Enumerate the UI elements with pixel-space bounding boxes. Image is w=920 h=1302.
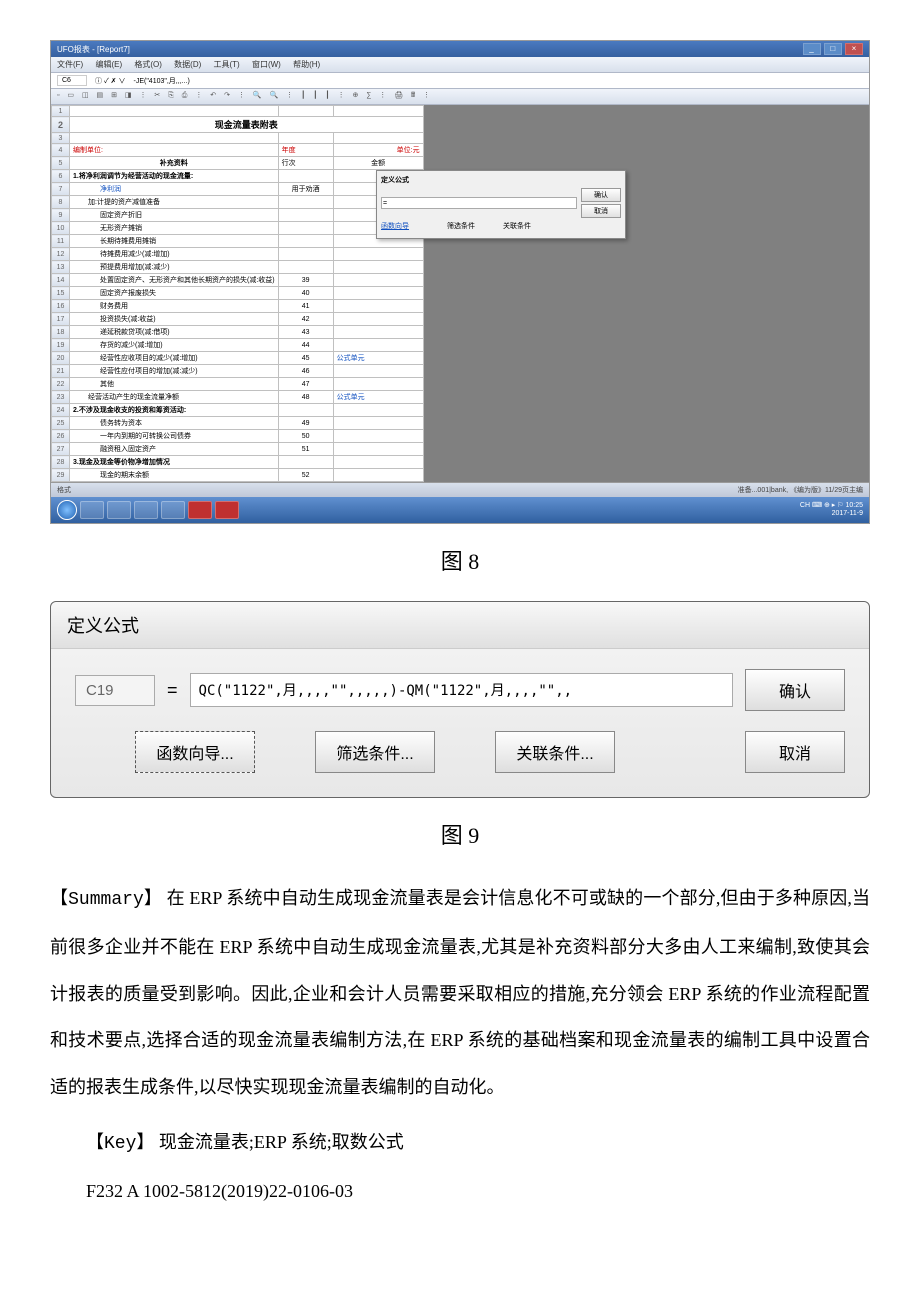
table-row[interactable]: 242.不涉及现金收支的投资和筹资活动: [52,404,424,417]
toolbar[interactable]: ▫ ▭ ◫ ▤ ⊞ ◨ ⋮ ✂ ⎘ ⎙ ⋮ ↶ ↷ ⋮ 🔍 🔍 ⋮ ┃ ┃ ┃ … [51,89,869,105]
table-row[interactable]: 18递延税款贷项(减:借项)43 [52,326,424,339]
summary-paragraph: 【Summary】 在 ERP 系统中自动生成现金流量表是会计信息化不可或缺的一… [50,875,870,1111]
window-controls: _ □ × [802,43,863,55]
table-row[interactable]: 14处置固定资产、无形资产和其他长期资产的损失(减:收益)39 [52,274,424,287]
table-row[interactable]: 7净利润用于劝酒 [52,183,424,196]
task-button[interactable] [188,501,212,519]
menu-window[interactable]: 窗口(W) [252,60,281,69]
formula-dialog-large: 定义公式 C19 = QC("1122",月,,,,"",,,,,)-QM("1… [50,601,870,798]
filter-button[interactable]: 筛选条件... [315,731,435,773]
figure-9-label: 图 9 [50,818,870,850]
formula-dialog: 定义公式 确认 取消 函数向导 筛选条件 关联条件 [376,170,626,239]
cell-ref-field[interactable]: C19 [75,675,155,706]
table-row[interactable]: 9固定资产折旧 [52,209,424,222]
wizard-button[interactable]: 函数向导... [135,731,255,773]
statusbar: 格式 准备...001|bank, 《编为版》11/29页主编 [51,482,869,497]
mini-assoc-link[interactable]: 关联条件 [503,221,531,231]
menu-file[interactable]: 文件(F) [57,60,83,69]
task-button[interactable] [107,501,131,519]
maximize-icon[interactable]: □ [824,43,842,55]
sheet-area: 1 2现金流量表附表 3 4 编制单位: 年度 单位:元 5 补充资料 行次 金… [51,105,869,482]
table-row[interactable]: 11长期待摊费用摊销 [52,235,424,248]
table-row[interactable]: 19存货的减少(减:增加)44 [52,339,424,352]
key-text: 现金流量表;ERP 系统;取数公式 [154,1132,403,1152]
table-row[interactable]: 26一年内到期的可转换公司债券50 [52,430,424,443]
table-row[interactable]: 10无形资产摊销 [52,222,424,235]
menu-help[interactable]: 帮助(H) [293,60,320,69]
status-left: 格式 [57,485,71,495]
header-left: 编制单位: [70,144,279,157]
table-row[interactable]: 22其他47 [52,378,424,391]
menu-format[interactable]: 格式(O) [134,60,162,69]
cell-reference[interactable]: C6 [57,75,87,86]
system-tray: CH ⌨ ⊕ ▸ ⚐ 10:25 2017-11-9 [800,502,863,519]
assoc-button[interactable]: 关联条件... [495,731,615,773]
mini-cancel-button[interactable]: 取消 [581,204,621,218]
mini-filter-link[interactable]: 筛选条件 [447,221,475,231]
taskbar: CH ⌨ ⊕ ▸ ⚐ 10:25 2017-11-9 [51,497,869,523]
mini-dialog-title: 定义公式 [381,175,621,185]
menubar: 文件(F) 编辑(E) 格式(O) 数据(D) 工具(T) 窗口(W) 帮助(H… [51,57,869,73]
close-icon[interactable]: × [845,43,863,55]
menu-tools[interactable]: 工具(T) [214,60,240,69]
table-row[interactable]: 27融资租入固定资产51 [52,443,424,456]
minimize-icon[interactable]: _ [803,43,821,55]
cancel-button[interactable]: 取消 [745,731,845,773]
summary-text: 在 ERP 系统中自动生成现金流量表是会计信息化不可或缺的一个部分,但由于多种原… [50,888,870,1097]
table-row[interactable]: 283.现金及现金等价物净增加情况 [52,456,424,469]
mini-formula-input[interactable] [381,197,577,209]
table-row[interactable]: 8加:计提的资产减值准备 [52,196,424,209]
header-right: 单位:元 [333,144,423,157]
header-mid: 年度 [278,144,333,157]
task-button[interactable] [161,501,185,519]
menu-data[interactable]: 数据(D) [174,60,201,69]
table-row[interactable]: 16财务费用41 [52,300,424,313]
table-row[interactable]: 61.将净利润调节为经营活动的现金流量: [52,170,424,183]
spreadsheet[interactable]: 1 2现金流量表附表 3 4 编制单位: 年度 单位:元 5 补充资料 行次 金… [51,105,424,482]
erp-screenshot: UFO报表 - [Report7] _ □ × 文件(F) 编辑(E) 格式(O… [50,40,870,524]
figure-8-label: 图 8 [50,544,870,576]
table-row[interactable]: 23经营活动产生的现金流量净额48公式单元 [52,391,424,404]
formula-bar: C6 ⓘ ✓ ✗ ∨ -JE("4103",月,,,...) [51,73,869,89]
summary-label: 【Summary】 [50,890,162,910]
start-button[interactable] [57,500,77,520]
table-row[interactable]: 17投资损失(减:收益)42 [52,313,424,326]
table-row[interactable]: 21经营性应付项目的增加(减:减少)46 [52,365,424,378]
table-row[interactable]: 15固定资产报废损失40 [52,287,424,300]
equals-label: = [167,680,178,701]
confirm-button[interactable]: 确认 [745,669,845,711]
formula-input[interactable]: QC("1122",月,,,,"",,,,,)-QM("1122",月,,,,"… [190,673,733,707]
task-button[interactable] [134,501,158,519]
classification-code: F232 A 1002-5812(2019)22-0106-03 [50,1168,870,1215]
table-row[interactable]: 20经营性应收项目的减少(减:增加)45公式单元 [52,352,424,365]
formula-text[interactable]: -JE("4103",月,,,...) [133,76,189,86]
dialog-title: 定义公式 [51,602,869,649]
sheet-gray-area [424,105,869,482]
key-paragraph: 【Key】 现金流量表;ERP 系统;取数公式 [50,1119,870,1168]
key-label: 【Key】 [86,1134,154,1154]
task-button[interactable] [215,501,239,519]
mini-confirm-button[interactable]: 确认 [581,188,621,202]
window-title: UFO报表 - [Report7] [57,44,130,55]
status-right: 准备...001|bank, 《编为版》11/29页主编 [738,485,863,495]
formula-icons[interactable]: ⓘ ✓ ✗ ∨ [95,76,125,86]
table-row[interactable]: 13预提费用增加(减:减少) [52,261,424,274]
task-button[interactable] [80,501,104,519]
menu-edit[interactable]: 编辑(E) [95,60,122,69]
table-row[interactable]: 12待摊费用减少(减:增加) [52,248,424,261]
mini-wizard-link[interactable]: 函数向导 [381,221,409,231]
window-titlebar: UFO报表 - [Report7] _ □ × [51,41,869,57]
table-row[interactable]: 25债务转为资本49 [52,417,424,430]
sheet-title: 现金流量表附表 [70,117,424,133]
table-row[interactable]: 29现金的期末余额52 [52,469,424,482]
